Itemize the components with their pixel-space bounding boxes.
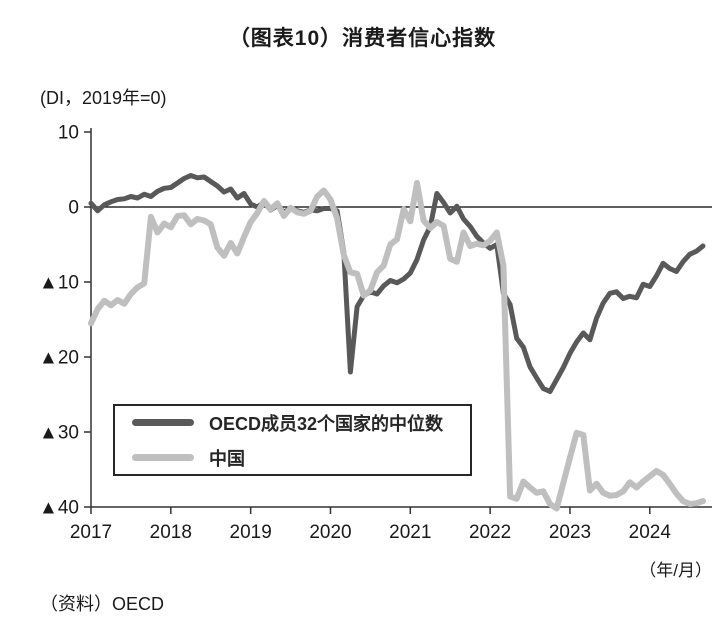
y-tick-label: ▲40 bbox=[39, 498, 79, 519]
x-tick-label: 2018 bbox=[150, 522, 192, 543]
legend-swatch-oecd-line bbox=[132, 419, 194, 426]
legend-label-china: 中国 bbox=[209, 448, 245, 469]
y-tick-label: ▲10 bbox=[39, 273, 79, 294]
chart-legend: OECD成员32个国家的中位数 中国 bbox=[113, 404, 472, 476]
legend-item-oecd: OECD成员32个国家的中位数 bbox=[132, 410, 470, 436]
y-tick-label: ▲20 bbox=[39, 348, 79, 369]
x-tick-label: 2022 bbox=[469, 522, 511, 543]
x-tick-label: 2024 bbox=[629, 522, 672, 543]
chart-title: （图表10）消费者信心指数 bbox=[228, 27, 497, 50]
series-line-china bbox=[88, 180, 706, 512]
legend-swatch-china-line bbox=[132, 454, 194, 461]
y-tick-label: ▲30 bbox=[39, 423, 79, 444]
series-line-oecd bbox=[88, 173, 706, 394]
x-tick-label: 2019 bbox=[230, 522, 272, 543]
x-axis-unit-label: （年/月） bbox=[639, 561, 712, 580]
legend-label-oecd: OECD成员32个国家的中位数 bbox=[209, 413, 444, 434]
y-axis: 10 0 ▲10 ▲20 ▲30 ▲40 bbox=[39, 123, 92, 519]
x-tick-label: 2020 bbox=[309, 522, 351, 543]
legend-item-china: 中国 bbox=[132, 445, 470, 471]
y-tick-label: 0 bbox=[68, 198, 79, 219]
y-axis-unit-label: (DI，2019年=0) bbox=[40, 88, 167, 108]
x-tick-label: 2023 bbox=[549, 522, 591, 543]
x-axis: 2017 2018 2019 2020 2021 2022 2023 2024 bbox=[70, 506, 712, 543]
x-tick-label: 2021 bbox=[389, 522, 431, 543]
y-tick-label: 10 bbox=[58, 123, 79, 144]
source-note: （资料）OECD bbox=[40, 594, 165, 614]
x-tick-label: 2017 bbox=[70, 522, 112, 543]
